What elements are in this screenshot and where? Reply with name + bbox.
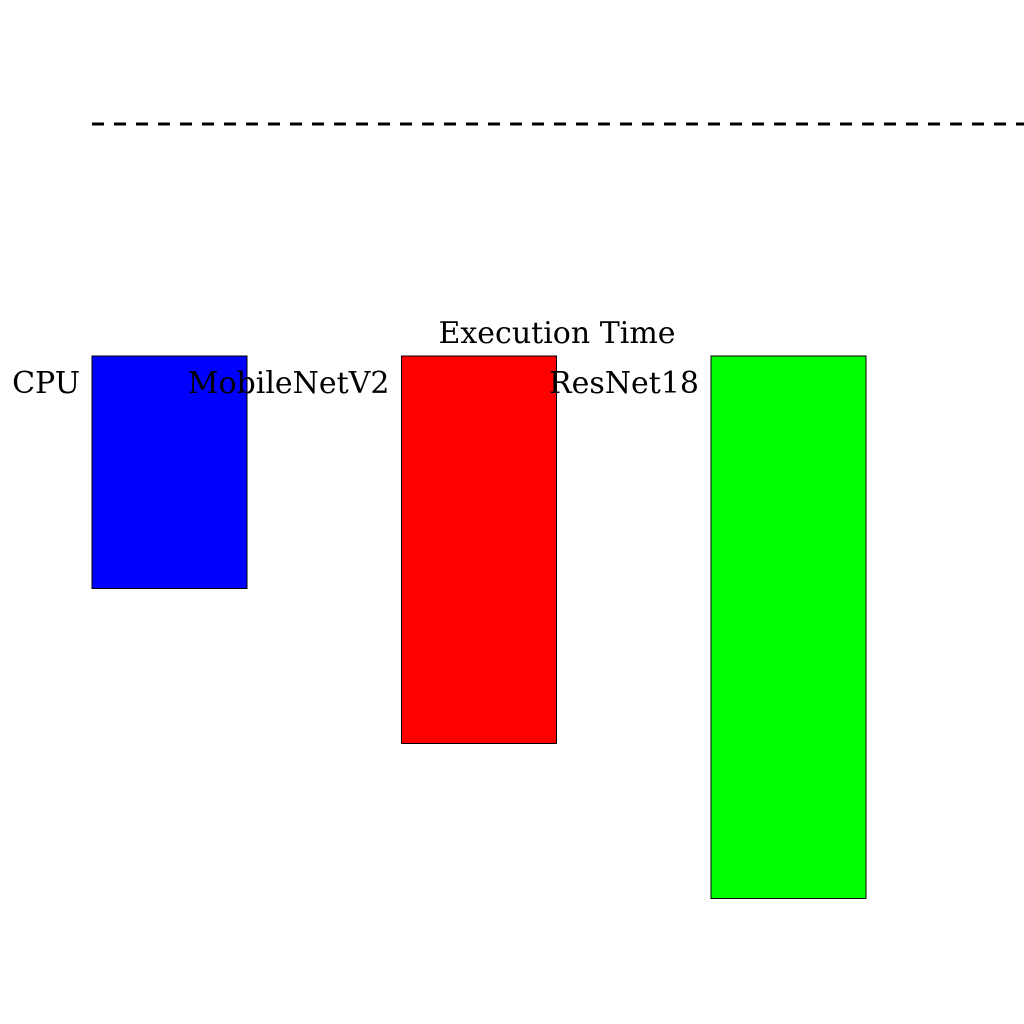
bar-mobilenetv2 xyxy=(401,355,557,744)
bar-cpu xyxy=(91,355,248,589)
category-label-mobilenetv2: MobileNetV2 xyxy=(188,366,390,401)
chart-title: Execution Time xyxy=(438,316,675,351)
bar-group xyxy=(91,355,867,899)
category-label-group: CPU MobileNetV2 ResNet18 xyxy=(12,366,699,401)
bar-resnet18 xyxy=(710,355,867,899)
category-label-resnet18: ResNet18 xyxy=(549,366,699,401)
category-label-cpu: CPU xyxy=(12,366,80,401)
